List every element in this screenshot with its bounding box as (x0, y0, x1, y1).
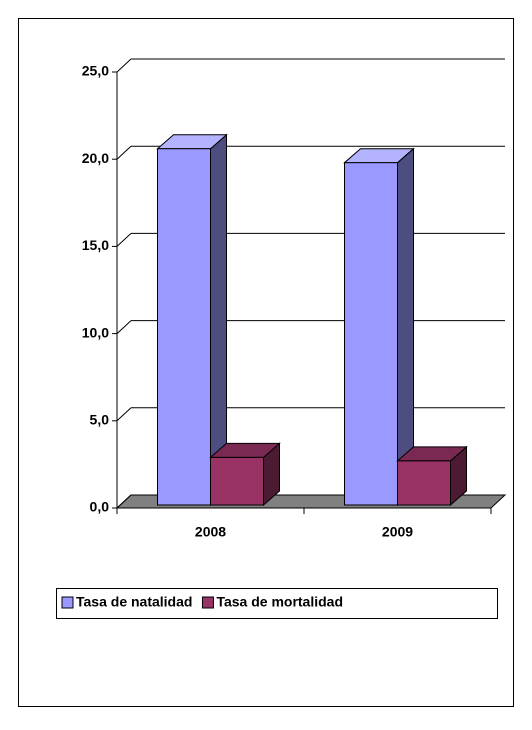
y-tick-label: 5,0 (90, 412, 110, 428)
bar (157, 148, 211, 506)
grid-line (116, 320, 132, 334)
y-tick-label: 15,0 (82, 237, 109, 253)
legend-swatch (201, 596, 214, 609)
grid-line (116, 233, 132, 247)
grid-line (116, 494, 132, 509)
bar (344, 162, 398, 506)
y-tick-label: 0,0 (90, 499, 110, 515)
legend-swatch (61, 596, 74, 609)
y-tick-label: 10,0 (82, 324, 109, 340)
legend-label: Tasa de natalidad (76, 594, 192, 610)
y-tick-label: 25,0 (82, 63, 109, 79)
y-tick-label: 20,0 (82, 150, 109, 166)
x-tick-label: 2008 (195, 524, 226, 540)
legend-label: Tasa de mortalidad (216, 594, 343, 610)
grid-line (116, 407, 132, 422)
bar (397, 460, 451, 506)
legend-box (56, 588, 498, 619)
grid-line (116, 145, 132, 160)
grid-line (116, 58, 132, 73)
bar (210, 456, 264, 506)
x-tick-label: 2009 (382, 524, 413, 540)
